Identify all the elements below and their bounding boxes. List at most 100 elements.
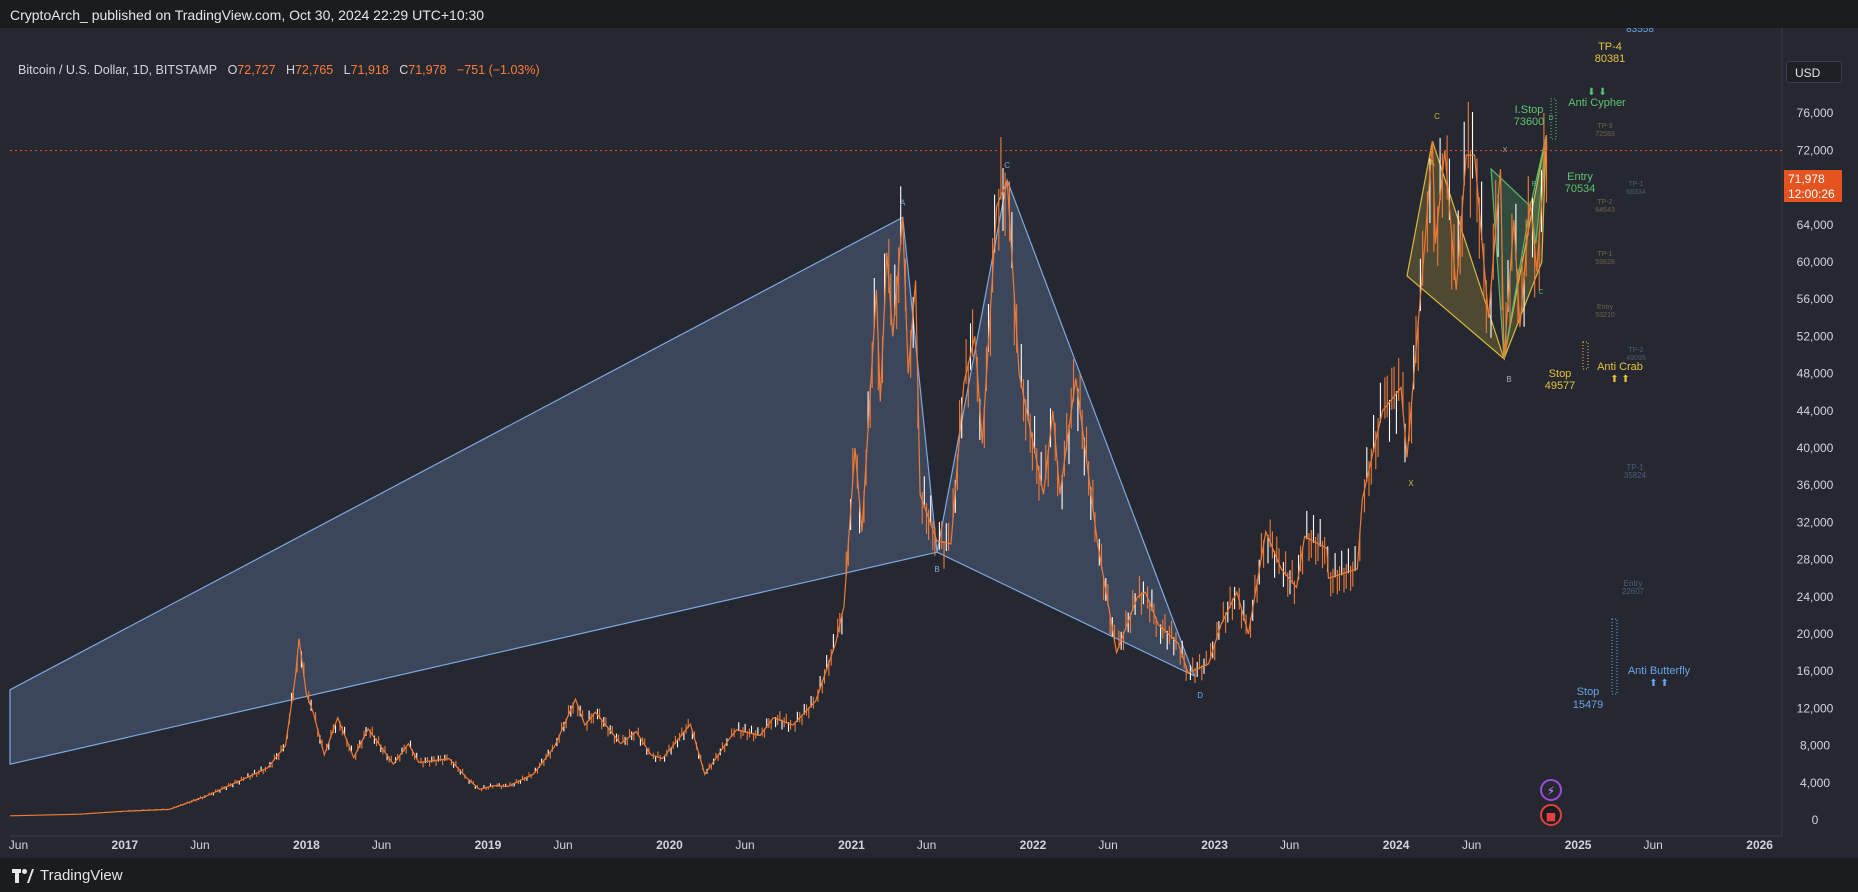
y-tick-label: 44,000 xyxy=(1797,404,1834,418)
x-tick-label: 2017 xyxy=(112,838,139,852)
x-tick-label: 2022 xyxy=(1020,838,1047,852)
crab-entry-label: Entry xyxy=(1597,304,1614,311)
crab-stop-label: Stop xyxy=(1549,368,1572,380)
crab-tp3-value: 72583 xyxy=(1595,131,1615,138)
x-tick-label: Jun xyxy=(1098,838,1117,852)
butterfly-tp1-value: 35824 xyxy=(1624,471,1647,480)
y-tick-label: 48,000 xyxy=(1797,367,1834,381)
currency-button[interactable]: USD xyxy=(1786,61,1842,83)
crab-point-b: B xyxy=(1506,375,1511,384)
y-tick-label: 24,000 xyxy=(1797,590,1834,604)
flag-icon: ■ xyxy=(1546,810,1556,823)
y-tick-label: 12,000 xyxy=(1797,701,1834,715)
chart-frame[interactable]: A B C D Stop 15479 Anti Butterfly ⬆ ⬆ Entry 22607… xyxy=(0,28,1858,858)
time-axis[interactable]: Jun 2017 Jun 2018 Jun 2019 Jun 2020 Jun 2021 Jun 20… xyxy=(9,838,1774,852)
x-tick-label: Jun xyxy=(735,838,754,852)
x-tick-label: Jun xyxy=(917,838,936,852)
butterfly-entry-value: 22607 xyxy=(1622,587,1645,596)
legend-symbol: Bitcoin / U.S. Dollar, 1D, BITSTAMP xyxy=(18,63,218,77)
y-tick-label: 32,000 xyxy=(1797,515,1834,529)
x-tick-label: Jun xyxy=(372,838,391,852)
legend-high-value: 72,765 xyxy=(294,63,334,77)
x-tick-label: Jun xyxy=(553,838,572,852)
crab-tp1-value: 59828 xyxy=(1595,259,1615,266)
us-flag-event-icon[interactable] xyxy=(1540,804,1562,826)
crab-stop-zone xyxy=(1582,341,1589,370)
published-caption: CryptoArch_ published on TradingView.com… xyxy=(10,7,485,23)
cypher-point-d: D xyxy=(1548,115,1553,122)
brand-name: TradingView xyxy=(40,867,123,884)
event-icons[interactable]: ⚡ ■ xyxy=(1540,779,1562,826)
x-tick-label: 2018 xyxy=(293,838,320,852)
cypher-tp1-value: 68334 xyxy=(1626,189,1646,196)
x-tick-label: 2025 xyxy=(1565,838,1592,852)
y-tick-label: 20,000 xyxy=(1797,627,1834,641)
butterfly-stop-label: Stop xyxy=(1577,686,1600,698)
x-tick-label: Jun xyxy=(9,838,28,852)
crab-point-a: A xyxy=(1429,159,1435,168)
y-tick-label: 52,000 xyxy=(1797,329,1834,343)
tradingview-logo-icon xyxy=(12,868,34,883)
crab-tp4-value: 80381 xyxy=(1595,53,1626,65)
legend-low-value: 71,918 xyxy=(350,63,389,77)
bar-countdown: 12:00:26 xyxy=(1788,187,1835,201)
butterfly-arrow-icons: ⬆ ⬆ xyxy=(1649,678,1669,689)
y-tick-label: 40,000 xyxy=(1797,441,1834,455)
harmonic-patterns xyxy=(9,135,1547,765)
cypher-arrow-icons: ⬇ ⬇ xyxy=(1587,87,1607,98)
price-series xyxy=(9,101,1548,817)
y-tick-label: 60,000 xyxy=(1797,255,1834,269)
symbol-legend[interactable]: Bitcoin / U.S. Dollar, 1D, BITSTAMP O72,… xyxy=(18,63,540,77)
y-tick-label: 36,000 xyxy=(1797,478,1834,492)
butterfly-name: Anti Butterfly xyxy=(1628,665,1691,677)
crab-tp2-label: TP-2 xyxy=(1597,199,1612,206)
plot-area xyxy=(10,28,1780,836)
x-tick-label: 2020 xyxy=(656,838,683,852)
cypher-stop-value: 73600 xyxy=(1514,116,1545,128)
crab-tp2-value: 64643 xyxy=(1595,207,1615,214)
x-tick-label: 2024 xyxy=(1383,838,1410,852)
butterfly-stop-value: 15479 xyxy=(1573,699,1604,711)
cypher-tp1-label: TP-1 xyxy=(1628,181,1643,188)
butterfly-point-d: D xyxy=(1197,691,1203,700)
legend-high-label: H xyxy=(285,63,295,77)
last-price-value: 71,978 xyxy=(1788,172,1825,186)
y-tick-label: 76,000 xyxy=(1797,106,1834,120)
bottom-bar: TradingView xyxy=(0,860,1858,892)
x-tick-label: 2021 xyxy=(838,838,865,852)
cypher-name: Anti Cypher xyxy=(1568,97,1626,109)
legend-open-label: O xyxy=(227,63,238,77)
last-price-tag: 71,978 12:00:26 xyxy=(1784,170,1842,202)
butterfly-point-b: B xyxy=(934,565,939,574)
tradingview-brand[interactable]: TradingView xyxy=(12,867,123,884)
crab-stop-value: 49577 xyxy=(1545,380,1576,392)
anti-crab-xab-triangle xyxy=(1406,140,1506,361)
butterfly-point-a: A xyxy=(900,198,906,207)
cypher-tp2-value: 49095 xyxy=(1626,355,1646,362)
x-tick-label: Jun xyxy=(190,838,209,852)
butterfly-tp1-label: TP-1 xyxy=(1626,463,1644,472)
cypher-tp2-label: TP-2 xyxy=(1628,347,1643,354)
crab-point-x: X xyxy=(1408,479,1414,488)
x-tick-label: 2019 xyxy=(475,838,502,852)
cypher-point-c: C xyxy=(1538,289,1543,296)
crab-name: Anti Crab xyxy=(1597,361,1643,373)
crab-arrow-icons: ⬆ ⬆ xyxy=(1610,374,1630,385)
x-tick-label: Jun xyxy=(1280,838,1299,852)
legend-close-value: 71,978 xyxy=(408,63,447,77)
x-tick-label: Jun xyxy=(1462,838,1481,852)
legend-open-value: 72,727 xyxy=(237,63,276,77)
crab-point-c: C xyxy=(1434,112,1440,121)
crab-entry-value: 53210 xyxy=(1595,312,1615,319)
y-tick-label: 72,000 xyxy=(1797,143,1834,157)
butterfly-point-c: C xyxy=(1004,161,1010,170)
cypher-entry-label: Entry xyxy=(1567,171,1593,183)
lightning-event-icon[interactable] xyxy=(1540,779,1562,801)
top-bar: CryptoArch_ published on TradingView.com… xyxy=(0,0,1858,28)
anti-crab-bcd-triangle xyxy=(1503,135,1547,359)
x-tick-label: 2026 xyxy=(1746,838,1773,852)
crab-tp3-label: TP-3 xyxy=(1597,123,1612,130)
cypher-target-top-value: 83558 xyxy=(1626,28,1654,35)
